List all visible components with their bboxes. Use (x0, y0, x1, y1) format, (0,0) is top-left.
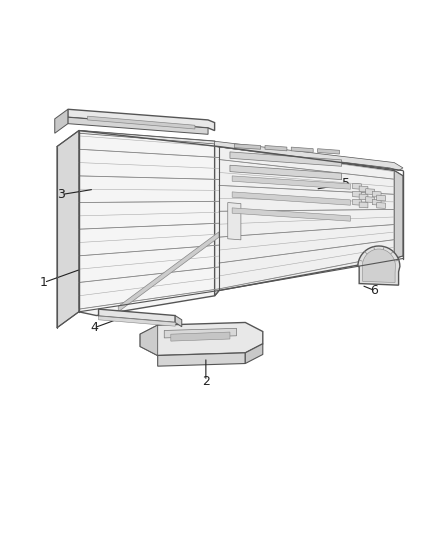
Polygon shape (68, 109, 215, 131)
Polygon shape (366, 189, 374, 195)
Polygon shape (245, 344, 263, 364)
Polygon shape (318, 149, 339, 154)
Polygon shape (372, 199, 381, 205)
Polygon shape (158, 353, 245, 366)
Polygon shape (57, 131, 79, 328)
Polygon shape (228, 203, 241, 240)
Polygon shape (175, 316, 182, 327)
Polygon shape (232, 192, 350, 205)
Polygon shape (215, 141, 403, 296)
Text: 6: 6 (371, 284, 378, 297)
Polygon shape (358, 246, 400, 285)
Polygon shape (68, 117, 208, 134)
Polygon shape (230, 165, 342, 180)
Text: 1: 1 (40, 276, 48, 289)
Text: 3: 3 (57, 188, 65, 201)
Polygon shape (99, 316, 175, 326)
Polygon shape (353, 183, 361, 189)
Polygon shape (291, 147, 313, 152)
Polygon shape (79, 131, 219, 147)
Polygon shape (215, 141, 403, 171)
Polygon shape (377, 203, 385, 208)
Polygon shape (359, 194, 368, 200)
Polygon shape (232, 176, 350, 189)
Polygon shape (88, 116, 195, 129)
Polygon shape (55, 109, 68, 133)
Polygon shape (234, 144, 261, 149)
Polygon shape (164, 328, 237, 338)
Polygon shape (353, 199, 361, 205)
Text: 5: 5 (342, 177, 350, 190)
Polygon shape (232, 208, 350, 221)
Polygon shape (140, 325, 158, 356)
Polygon shape (362, 249, 396, 282)
Polygon shape (171, 332, 230, 341)
Polygon shape (359, 186, 368, 192)
Polygon shape (372, 191, 381, 197)
Text: 4: 4 (90, 321, 98, 334)
Polygon shape (99, 309, 175, 322)
Text: 2: 2 (202, 375, 210, 387)
Polygon shape (377, 195, 385, 201)
Polygon shape (230, 152, 342, 166)
Polygon shape (140, 322, 263, 356)
Polygon shape (394, 171, 403, 259)
Polygon shape (366, 197, 374, 203)
Polygon shape (353, 191, 361, 197)
Polygon shape (118, 232, 219, 312)
Polygon shape (359, 202, 368, 208)
Polygon shape (265, 146, 287, 151)
Polygon shape (79, 131, 219, 316)
